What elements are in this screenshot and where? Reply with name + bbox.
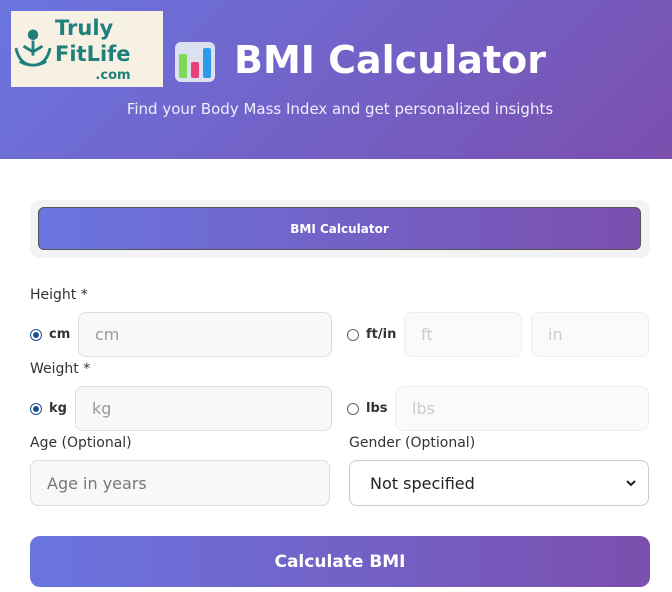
- height-label: Height *: [30, 287, 88, 303]
- radio-label: kg: [49, 401, 67, 416]
- age-input[interactable]: Age in years: [30, 460, 330, 506]
- logo-line2: FitLife: [55, 41, 131, 66]
- weight-label: Weight *: [30, 361, 91, 377]
- calculate-bmi-button[interactable]: Calculate BMI: [30, 536, 650, 587]
- logo-line1: Truly: [55, 15, 114, 40]
- weight-lbs-input[interactable]: lbs: [395, 386, 649, 431]
- radio-lbs[interactable]: lbs: [347, 401, 388, 416]
- radio-label: cm: [49, 327, 71, 342]
- page-subtitle: Find your Body Mass Index and get person…: [126, 100, 554, 118]
- weight-kg-input[interactable]: kg: [75, 386, 332, 431]
- radio-dot[interactable]: [347, 328, 359, 341]
- tab-bmi-calculator[interactable]: BMI Calculator: [38, 207, 641, 250]
- radio-label: lbs: [366, 401, 388, 416]
- chevron-down-icon: [626, 480, 636, 487]
- logo-line3: .com: [95, 67, 131, 83]
- page-title: BMI Calculator: [234, 38, 546, 82]
- header: Truly FitLife .com BMI Calculator Find you…: [0, 0, 672, 159]
- radio-dot[interactable]: [30, 328, 42, 341]
- radio-kg[interactable]: kg: [30, 401, 67, 416]
- radio-label: ft/in: [366, 327, 397, 342]
- age-label: Age (Optional): [30, 435, 132, 451]
- gender-value: Not specified: [370, 473, 475, 493]
- gender-label: Gender (Optional): [349, 435, 476, 451]
- height-ft-input[interactable]: ft: [404, 312, 522, 357]
- height-in-input[interactable]: in: [531, 312, 649, 357]
- radio-ftin[interactable]: ft/in: [347, 327, 396, 342]
- logo[interactable]: Truly FitLife .com: [11, 11, 163, 87]
- height-cm-input[interactable]: cm: [78, 312, 332, 357]
- radio-dot[interactable]: [30, 402, 42, 415]
- yoga-lotus-icon: [14, 29, 52, 67]
- radio-cm[interactable]: cm: [30, 327, 70, 342]
- gender-select[interactable]: Not specified: [349, 460, 649, 506]
- tab-bar: BMI Calculator: [30, 200, 650, 258]
- radio-dot[interactable]: [347, 402, 359, 415]
- bar-chart-icon: [175, 42, 215, 82]
